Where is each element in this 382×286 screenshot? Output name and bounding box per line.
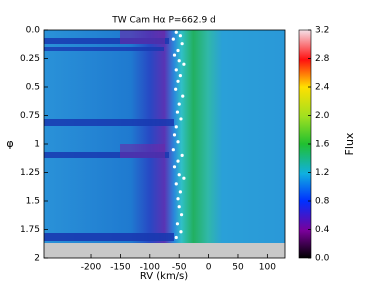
y-tick-label: 1.75 — [20, 225, 40, 235]
y-tick-label: 0.75 — [20, 111, 40, 121]
x-tick-label: 50 — [232, 263, 244, 273]
y-tick-label: 1.25 — [20, 168, 40, 178]
chart-title: TW Cam Hα P=662.9 d — [111, 16, 216, 26]
y-tick-label: 1 — [34, 140, 40, 150]
rv-point — [179, 230, 183, 234]
rv-point — [177, 59, 181, 63]
colorbar-tick-label: 2.4 — [315, 83, 330, 93]
rv-point — [176, 159, 180, 163]
rv-point — [174, 235, 178, 240]
rv-point — [178, 34, 182, 38]
x-tick-label: -200 — [81, 263, 102, 273]
rv-point — [178, 190, 182, 194]
x-tick-label: -150 — [110, 263, 131, 273]
rv-point — [174, 87, 178, 91]
rv-point — [176, 48, 180, 53]
x-tick-label: 0 — [206, 263, 212, 273]
rv-point — [176, 79, 180, 83]
colorbar-tick-label: 0.8 — [315, 197, 330, 207]
rv-point — [174, 182, 178, 186]
rv-point — [179, 117, 183, 121]
colorbar-tick-label: 1.6 — [315, 140, 330, 150]
y-tick-label: 0.5 — [26, 83, 40, 93]
rv-point — [177, 102, 181, 106]
y-tick-label: 0.25 — [20, 54, 40, 64]
rv-point — [175, 222, 180, 226]
heatmap-image — [44, 30, 285, 258]
rv-point — [171, 148, 175, 152]
colorbar-tick-label: 1.2 — [315, 168, 329, 178]
rv-point — [177, 173, 181, 177]
colorbar-tick-label: 0.0 — [315, 254, 330, 264]
rv-point — [176, 140, 180, 144]
colorbar-tick-label: 0.4 — [315, 225, 330, 235]
rv-point — [172, 165, 177, 169]
rv-point — [176, 197, 180, 201]
x-axis-label: RV (km/s) — [140, 271, 188, 282]
x-tick-label: 100 — [259, 263, 276, 273]
rv-point — [174, 125, 178, 129]
colorbar-label: Flux — [343, 132, 356, 155]
rv-point — [178, 74, 182, 78]
y-tick-label: 1.5 — [26, 197, 40, 207]
rv-point — [180, 153, 184, 157]
y-tick-label: 2 — [34, 254, 40, 264]
rv-point — [179, 213, 184, 217]
y-tick-label: 0.0 — [26, 26, 41, 36]
rv-point — [181, 94, 185, 98]
colorbar-tick-label: 2.0 — [315, 111, 330, 121]
rv-point — [174, 30, 178, 34]
y-axis-label: φ — [6, 137, 13, 150]
rv-point — [175, 110, 180, 114]
rv-point — [182, 62, 186, 66]
rv-point — [171, 37, 175, 41]
rv-point — [177, 205, 181, 209]
rv-point — [172, 133, 177, 137]
x-tick-label: -50 — [172, 263, 187, 273]
colorbar-tick-label: 3.2 — [315, 26, 329, 36]
rv-point — [180, 42, 184, 46]
colorbar-tick-label: 2.8 — [315, 54, 330, 64]
rv-point — [182, 176, 186, 180]
rv-point — [172, 53, 177, 57]
rv-point — [174, 68, 178, 72]
x-tick-label: -100 — [140, 263, 161, 273]
